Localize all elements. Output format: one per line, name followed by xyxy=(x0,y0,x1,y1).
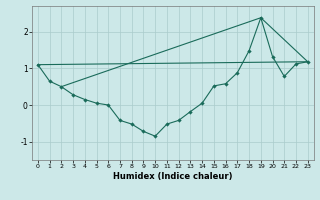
X-axis label: Humidex (Indice chaleur): Humidex (Indice chaleur) xyxy=(113,172,233,181)
